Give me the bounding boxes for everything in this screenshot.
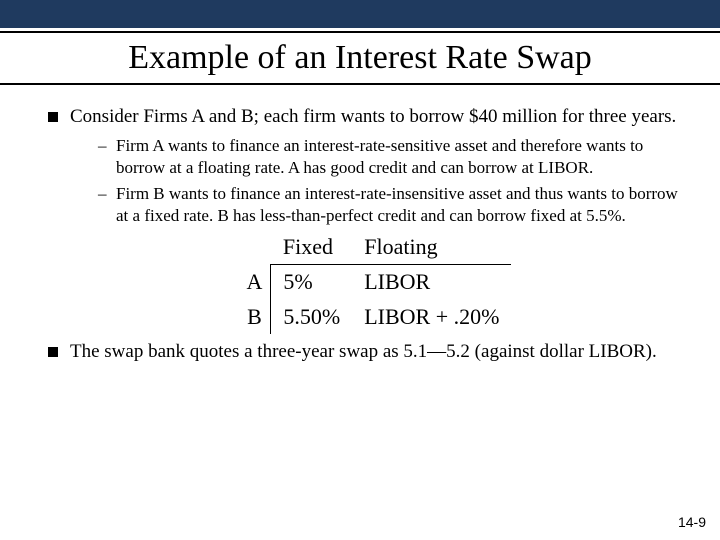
table-row: A 5% LIBOR <box>239 265 512 300</box>
rate-table: Fixed Floating A 5% LIBOR B 5.50% LIBOR … <box>239 230 512 333</box>
col-floating-header: Floating <box>352 230 511 265</box>
bullet-list: Consider Firms A and B; each firm wants … <box>48 105 680 364</box>
page-number: 14-9 <box>678 514 706 530</box>
rule-below-title <box>0 83 720 85</box>
slide-title: Example of an Interest Rate Swap <box>0 39 720 77</box>
sub-bullet-1a: Firm A wants to finance an interest-rate… <box>98 135 680 179</box>
rule-above-title <box>0 31 720 33</box>
sub-bullet-list: Firm A wants to finance an interest-rate… <box>70 135 680 226</box>
sub-bullet-1b: Firm B wants to finance an interest-rate… <box>98 183 680 227</box>
table-corner-cell <box>239 230 271 265</box>
row-b-label: B <box>239 300 271 334</box>
table-row: B 5.50% LIBOR + .20% <box>239 300 512 334</box>
slide-content: Consider Firms A and B; each firm wants … <box>0 105 720 364</box>
bullet-1-text: Consider Firms A and B; each firm wants … <box>70 106 676 127</box>
row-b-fixed: 5.50% <box>271 300 352 334</box>
row-b-floating: LIBOR + .20% <box>352 300 511 334</box>
rate-table-wrap: Fixed Floating A 5% LIBOR B 5.50% LIBOR … <box>70 230 680 333</box>
slide-top-bar <box>0 0 720 28</box>
row-a-label: A <box>239 265 271 300</box>
bullet-1: Consider Firms A and B; each firm wants … <box>48 105 680 334</box>
row-a-fixed: 5% <box>271 265 352 300</box>
col-fixed-header: Fixed <box>271 230 352 265</box>
row-a-floating: LIBOR <box>352 265 511 300</box>
table-header-row: Fixed Floating <box>239 230 512 265</box>
bullet-2: The swap bank quotes a three-year swap a… <box>48 340 680 364</box>
